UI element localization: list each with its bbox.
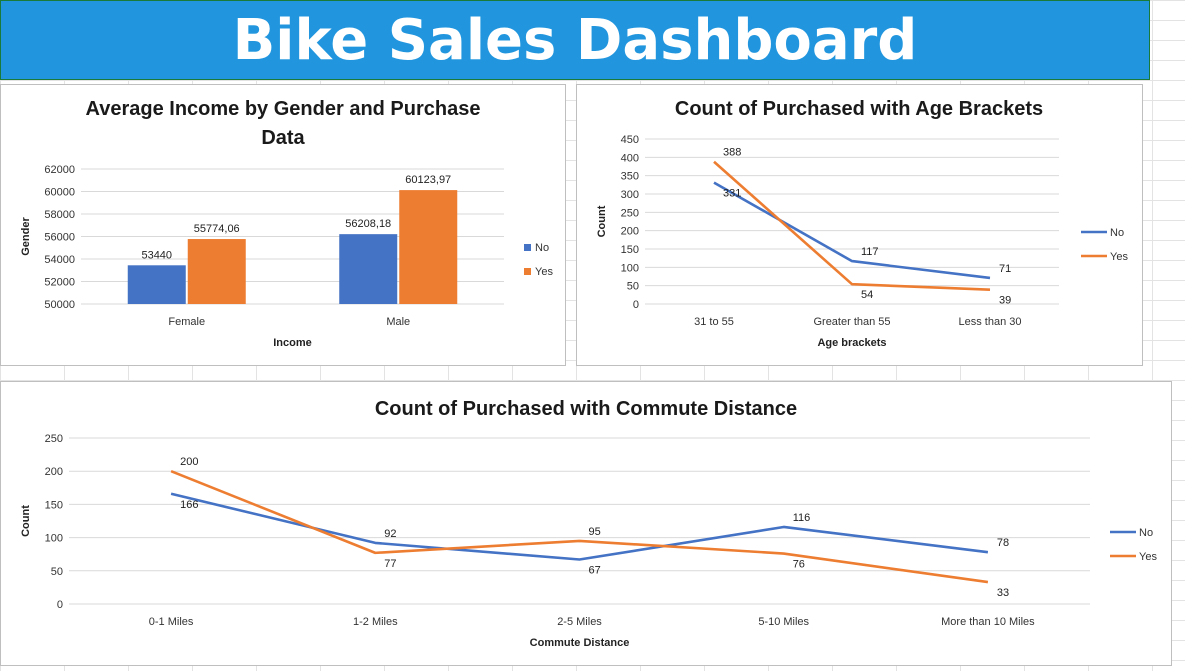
data-label: 92 [384,528,396,540]
y-tick-label: 400 [621,152,639,164]
series-line-yes[interactable] [713,160,991,291]
data-label: 116 [793,512,811,524]
x-tick-label: Female [168,316,205,328]
x-tick-label: Less than 30 [959,316,1022,328]
age-chart-panel[interactable]: Count of Purchased with Age Brackets 0 50 1… [576,84,1143,366]
data-label: 54 [861,289,873,301]
y-tick-label: 56000 [44,232,75,244]
y-tick-label: 200 [621,226,639,238]
y-tick-label: 450 [621,134,639,146]
x-tick-label: 1-2 Miles [353,616,398,628]
data-label: 117 [861,246,879,258]
y-tick-label: 100 [45,533,63,545]
y-tick-label: 0 [633,299,639,311]
y-tick-label: 250 [621,207,639,219]
data-label: 33 [997,587,1009,599]
data-label: 76 [793,559,805,571]
bar-no[interactable] [339,234,398,304]
x-tick-label: 5-10 Miles [758,616,809,628]
x-tick-label: 2-5 Miles [557,616,602,628]
dashboard-title: Bike Sales Dashboard [232,7,918,73]
legend-label: Yes [535,266,553,278]
data-label: 39 [999,295,1011,307]
x-tick-label: Male [386,316,410,328]
commute-chart-panel[interactable]: Count of Purchased with Commute Distance… [0,381,1172,666]
data-label: 77 [384,558,396,570]
y-tick-label: 50000 [44,299,75,311]
data-label: 56208,18 [345,218,391,230]
y-tick-label: 58000 [44,209,75,221]
income-bar-chart: Average Income by Gender and Purchase Dat… [20,98,553,349]
legend-swatch [524,268,531,275]
data-label: 331 [723,188,741,200]
income-chart-panel[interactable]: Average Income by Gender and Purchase Dat… [0,84,566,366]
legend-label: Yes [1110,251,1128,263]
chart-title: Count of Purchased with Age Brackets [675,98,1043,120]
series-line-no[interactable] [170,492,989,561]
y-tick-label: 50 [51,566,63,578]
data-label: 67 [589,565,601,577]
y-tick-label: 150 [45,499,63,511]
y-tick-label: 350 [621,171,639,183]
y-tick-label: 62000 [44,164,75,176]
data-label: 55774,06 [194,223,240,235]
legend-swatch [524,244,531,251]
data-label: 388 [723,147,741,159]
y-tick-label: 300 [621,189,639,201]
y-tick-label: 100 [621,262,639,274]
legend-label: Yes [1139,551,1157,563]
y-tick-label: 52000 [44,277,75,289]
x-tick-label: 31 to 55 [694,316,734,328]
y-tick-label: 60000 [44,187,75,199]
y-tick-label: 0 [57,599,63,611]
series-line-yes[interactable] [170,469,989,584]
chart-title: Average Income by Gender and Purchase [86,98,481,120]
legend-label: No [535,242,549,254]
x-tick-label: More than 10 Miles [941,616,1035,628]
age-line-chart: Count of Purchased with Age Brackets 0 50 1… [596,98,1128,349]
x-tick-label: 0-1 Miles [149,616,194,628]
series-line-no[interactable] [713,181,991,280]
x-axis-title: Commute Distance [530,637,630,649]
y-axis-title: Count [596,205,608,237]
legend-label: No [1110,227,1124,239]
dashboard-banner: Bike Sales Dashboard [0,0,1150,80]
x-axis-title: Income [273,337,312,349]
data-label: 78 [997,537,1009,549]
chart-title: Data [261,127,305,149]
bar-no[interactable] [127,265,186,304]
y-axis-title: Count [20,505,32,537]
y-axis-title: Gender [20,217,32,256]
y-tick-label: 54000 [44,254,75,266]
x-tick-label: Greater than 55 [813,316,890,328]
chart-title: Count of Purchased with Commute Distance [375,398,797,420]
y-tick-label: 200 [45,466,63,478]
bar-yes[interactable] [399,190,458,304]
data-label: 200 [180,456,198,468]
x-axis-title: Age brackets [817,337,886,349]
data-label: 53440 [141,249,172,261]
y-tick-label: 250 [45,433,63,445]
commute-line-chart: Count of Purchased with Commute Distance… [20,398,1157,649]
data-label: 71 [999,263,1011,275]
data-label: 60123,97 [405,174,451,186]
legend-label: No [1139,527,1153,539]
y-tick-label: 50 [627,281,639,293]
y-tick-label: 150 [621,244,639,256]
data-label: 166 [180,499,198,511]
bar-yes[interactable] [187,239,246,304]
data-label: 95 [589,526,601,538]
